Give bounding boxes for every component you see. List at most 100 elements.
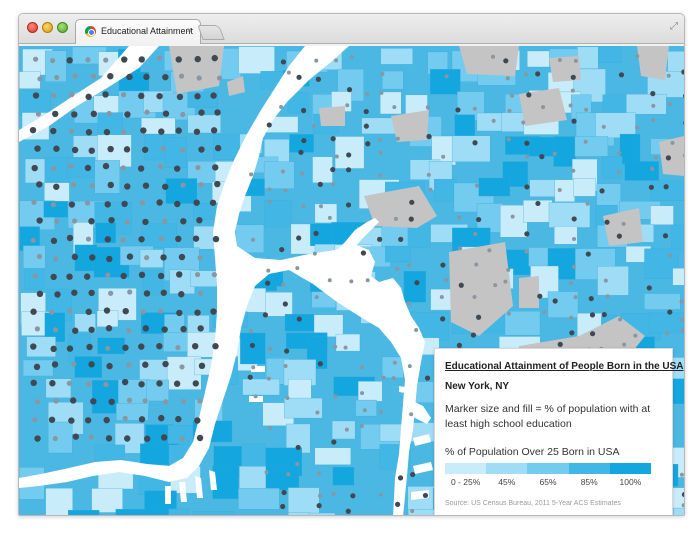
population-marker [163,399,169,405]
population-marker [72,327,79,334]
map-legend: Educational Attainment of People Born in… [434,348,684,515]
pier [209,470,217,490]
population-marker [493,283,498,288]
population-marker [176,309,183,317]
population-marker [343,345,348,350]
close-window-button[interactable] [27,22,38,33]
population-marker [397,475,404,481]
population-marker [88,147,95,154]
population-marker [30,237,36,243]
population-marker [104,236,111,243]
population-marker [121,378,129,386]
population-marker [90,73,97,79]
population-marker [71,146,79,154]
population-marker [317,361,323,367]
maximize-window-button[interactable] [57,22,68,33]
tab-educational-attainment[interactable]: Educational Attainment × [75,19,201,44]
population-marker [194,55,201,63]
population-marker [455,107,461,113]
census-tract [574,136,609,157]
population-marker [345,103,350,108]
population-marker [50,166,57,172]
fullscreen-icon[interactable]: ⤢ [670,21,678,32]
population-marker [140,127,147,134]
population-marker [426,133,432,140]
population-marker [198,109,205,116]
population-marker [317,181,323,187]
census-tract [434,179,457,202]
population-marker [599,188,605,194]
minimize-window-button[interactable] [42,22,53,33]
population-marker [179,436,185,442]
population-marker [506,267,511,272]
census-tract [288,487,320,514]
map-canvas[interactable]: Educational Attainment of People Born in… [19,46,684,516]
population-marker [510,214,515,219]
population-marker [542,310,547,315]
hudson-east-river [19,46,425,515]
population-marker [264,470,269,475]
census-tract [67,510,100,515]
population-marker [193,199,200,206]
population-marker [472,106,477,111]
pier [413,462,433,474]
population-marker [198,182,204,188]
population-marker [162,73,169,81]
population-marker [108,290,114,296]
population-marker [160,434,168,441]
population-marker [286,70,291,75]
new-tab-button[interactable] [197,25,225,40]
population-marker [346,87,353,93]
population-marker [682,153,684,158]
chrome-favicon-icon [85,26,96,37]
census-tract [504,310,541,336]
population-marker [52,435,58,442]
population-marker [124,219,130,225]
population-marker [158,308,164,314]
population-marker [584,107,589,112]
population-marker [88,326,95,333]
population-marker [212,342,219,350]
tab-close-icon[interactable]: × [186,25,192,35]
population-marker [392,360,397,365]
population-marker [158,235,165,242]
population-marker [539,154,545,160]
population-marker [138,92,145,100]
population-marker [214,180,221,188]
population-marker [54,218,60,224]
population-marker [407,364,412,369]
population-marker [142,218,149,226]
population-marker [667,253,672,258]
population-marker [537,293,543,299]
choropleth-map[interactable] [19,46,684,516]
population-marker [124,183,131,190]
census-tract [284,397,323,419]
census-tract [74,356,103,378]
population-marker [121,129,127,135]
population-marker [72,73,78,79]
population-marker [54,74,60,81]
population-marker [161,326,168,333]
population-marker [178,253,186,261]
population-marker [50,127,57,135]
census-tract [45,50,67,82]
population-marker [365,92,370,97]
population-markers [29,54,684,514]
population-marker [210,127,218,134]
pier [399,386,411,394]
population-marker [88,218,95,225]
census-tract [43,201,69,218]
census-tract [597,266,629,296]
source-text: US Census Bureau, 2011 5-Year ACS Estima… [471,500,621,507]
population-marker [126,397,133,403]
population-marker [505,76,510,81]
population-marker [360,365,365,370]
population-marker [458,246,463,251]
census-tract [95,222,116,244]
population-marker [622,342,627,347]
population-marker [68,163,74,169]
population-marker [36,253,43,260]
census-tract [168,508,189,515]
population-marker [458,282,464,288]
census-tract [167,424,197,446]
